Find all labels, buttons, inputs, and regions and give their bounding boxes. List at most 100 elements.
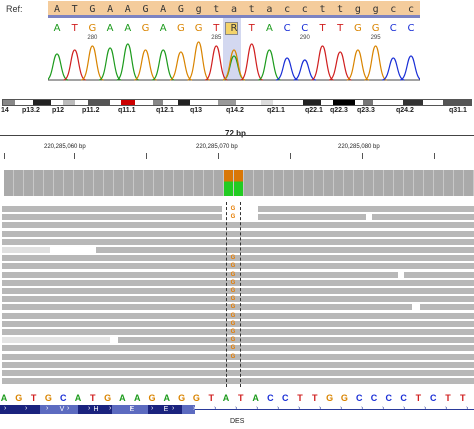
variant-allele-mark[interactable]: G bbox=[230, 279, 236, 286]
variant-allele-mark[interactable]: G bbox=[230, 206, 236, 212]
aligned-read[interactable] bbox=[2, 304, 412, 311]
variant-allele-mark[interactable]: G bbox=[230, 320, 236, 327]
aligned-read[interactable] bbox=[2, 370, 474, 376]
coverage-track[interactable] bbox=[0, 170, 474, 196]
coverage-bar[interactable] bbox=[84, 170, 94, 196]
coverage-bar[interactable] bbox=[374, 170, 384, 196]
aligned-read[interactable] bbox=[2, 378, 474, 385]
coverage-bar[interactable] bbox=[184, 170, 194, 196]
coverage-bar[interactable] bbox=[334, 170, 344, 196]
coverage-bar[interactable] bbox=[194, 170, 204, 196]
aligned-read[interactable] bbox=[2, 230, 474, 237]
coverage-bar[interactable] bbox=[404, 170, 414, 196]
aligned-read[interactable] bbox=[2, 329, 474, 335]
variant-allele-mark[interactable]: G bbox=[230, 312, 236, 319]
aligned-read[interactable] bbox=[404, 271, 474, 278]
coverage-bar[interactable] bbox=[64, 170, 74, 196]
aligned-read[interactable] bbox=[258, 214, 366, 221]
coverage-bar[interactable] bbox=[74, 170, 84, 196]
aligned-read[interactable] bbox=[2, 279, 474, 286]
coverage-bar[interactable] bbox=[144, 170, 154, 196]
amino-acid-block[interactable] bbox=[40, 405, 78, 414]
coverage-bar[interactable] bbox=[104, 170, 114, 196]
coverage-bar[interactable] bbox=[174, 170, 184, 196]
ideogram-bar[interactable] bbox=[2, 99, 472, 106]
coverage-bar[interactable] bbox=[24, 170, 34, 196]
aligned-read[interactable] bbox=[2, 271, 398, 278]
coverage-bar[interactable] bbox=[124, 170, 134, 196]
variant-allele-mark[interactable]: G bbox=[230, 329, 236, 335]
aligned-read[interactable] bbox=[2, 238, 474, 245]
aligned-read[interactable] bbox=[258, 206, 474, 212]
amino-acid-block[interactable] bbox=[112, 405, 148, 414]
coverage-bar[interactable] bbox=[324, 170, 334, 196]
coverage-bar[interactable] bbox=[344, 170, 354, 196]
variant-allele-mark[interactable]: G bbox=[230, 337, 236, 344]
aligned-read[interactable] bbox=[2, 320, 474, 327]
coverage-bar[interactable] bbox=[454, 170, 464, 196]
amino-acid-block[interactable] bbox=[78, 405, 112, 414]
aligned-read[interactable] bbox=[2, 255, 474, 262]
coverage-bar[interactable] bbox=[464, 170, 474, 196]
coverage-bar[interactable] bbox=[414, 170, 424, 196]
coverage-bar[interactable] bbox=[94, 170, 104, 196]
aligned-read[interactable] bbox=[2, 296, 474, 303]
aligned-read[interactable] bbox=[2, 361, 474, 368]
coverage-bar[interactable] bbox=[254, 170, 264, 196]
aligned-read[interactable] bbox=[96, 247, 474, 253]
coverage-bar[interactable] bbox=[384, 170, 394, 196]
aligned-read[interactable] bbox=[2, 222, 474, 229]
coverage-bar[interactable] bbox=[114, 170, 124, 196]
variant-coverage-bar[interactable] bbox=[224, 170, 234, 196]
coverage-bar[interactable] bbox=[204, 170, 214, 196]
aligned-read[interactable] bbox=[420, 304, 474, 311]
gene-track[interactable]: V H E E › › › › › › › › › › › › › › › › › › › › › › › DES bbox=[0, 404, 474, 429]
variant-coverage-bar[interactable] bbox=[234, 170, 244, 196]
coverage-bar[interactable] bbox=[54, 170, 64, 196]
coverage-bar[interactable] bbox=[304, 170, 314, 196]
variant-allele-mark[interactable]: G bbox=[230, 304, 236, 311]
coverage-bar[interactable] bbox=[244, 170, 254, 196]
aligned-read[interactable] bbox=[2, 345, 474, 352]
coverage-bar[interactable] bbox=[444, 170, 454, 196]
coverage-bar[interactable] bbox=[134, 170, 144, 196]
coverage-bar[interactable] bbox=[214, 170, 224, 196]
coverage-bar[interactable] bbox=[44, 170, 54, 196]
aligned-read[interactable] bbox=[118, 337, 474, 344]
coverage-bar[interactable] bbox=[434, 170, 444, 196]
aligned-read[interactable] bbox=[2, 247, 50, 253]
coverage-bar[interactable] bbox=[154, 170, 164, 196]
gene-name-label[interactable]: DES bbox=[230, 418, 245, 425]
coverage-bar[interactable] bbox=[364, 170, 374, 196]
chromosome-ideogram[interactable]: 14 p13.2 p12 p11.2 q11.1 q12.1 q13 q14.2 q21.1 q2… bbox=[0, 97, 474, 119]
coverage-bar[interactable] bbox=[14, 170, 24, 196]
aligned-read[interactable] bbox=[2, 288, 474, 294]
variant-allele-mark[interactable]: G bbox=[230, 345, 236, 352]
variant-allele-mark[interactable]: G bbox=[230, 263, 236, 270]
coverage-bar[interactable] bbox=[4, 170, 14, 196]
coverage-bar[interactable] bbox=[314, 170, 324, 196]
variant-allele-mark[interactable]: G bbox=[230, 296, 236, 303]
variant-allele-mark[interactable]: G bbox=[230, 353, 236, 360]
coverage-bar[interactable] bbox=[284, 170, 294, 196]
variant-allele-mark[interactable]: G bbox=[230, 255, 236, 262]
aligned-read[interactable] bbox=[2, 263, 474, 270]
amino-acid-block[interactable] bbox=[148, 405, 182, 414]
coverage-bar[interactable] bbox=[294, 170, 304, 196]
amino-acid-block[interactable] bbox=[182, 405, 195, 414]
aligned-read[interactable] bbox=[2, 312, 474, 319]
variant-call-box[interactable] bbox=[225, 22, 238, 35]
coverage-bar[interactable] bbox=[264, 170, 274, 196]
aligned-read[interactable] bbox=[2, 337, 110, 344]
aligned-read[interactable] bbox=[2, 214, 222, 221]
amino-acid-block[interactable] bbox=[0, 405, 40, 414]
coverage-bar[interactable] bbox=[164, 170, 174, 196]
variant-allele-mark[interactable]: G bbox=[230, 288, 236, 294]
coverage-bar[interactable] bbox=[274, 170, 284, 196]
variant-allele-mark[interactable]: G bbox=[230, 214, 236, 221]
aligned-read[interactable] bbox=[2, 206, 222, 212]
variant-allele-mark[interactable]: G bbox=[230, 271, 236, 278]
aligned-read[interactable] bbox=[372, 214, 474, 221]
coverage-bar[interactable] bbox=[354, 170, 364, 196]
